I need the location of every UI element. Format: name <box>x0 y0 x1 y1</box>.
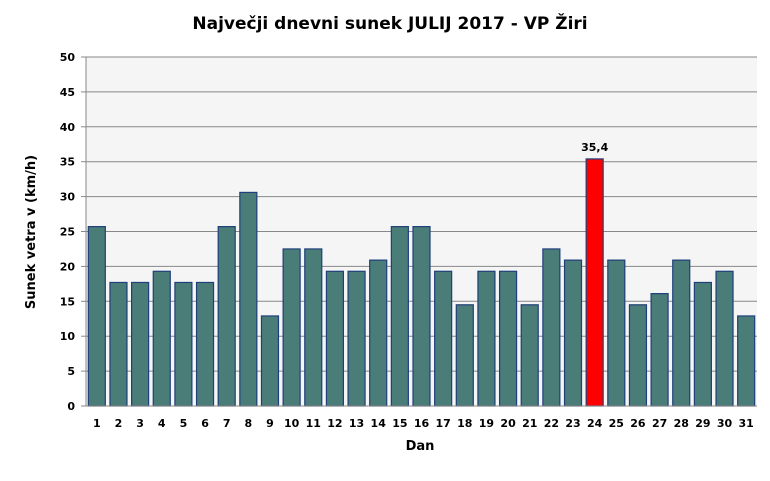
y-tick-label: 15 <box>60 295 75 308</box>
y-tick-label: 5 <box>67 365 75 378</box>
x-tick-label: 3 <box>136 417 144 430</box>
y-tick-label: 45 <box>60 86 75 99</box>
bar-day-6 <box>195 281 215 407</box>
x-tick-label: 30 <box>717 417 733 430</box>
x-tick-label: 5 <box>180 417 188 430</box>
y-tick-label: 35 <box>60 156 75 169</box>
x-tick-label: 20 <box>500 417 516 430</box>
x-tick-label: 17 <box>435 417 450 430</box>
bar-day-3 <box>131 281 150 407</box>
x-tick-label: 12 <box>327 417 342 430</box>
bar-day-16 <box>412 226 431 407</box>
bar-day-17 <box>434 270 453 407</box>
x-tick-label: 29 <box>695 417 710 430</box>
y-tick-label: 10 <box>60 330 76 343</box>
bar-day-26 <box>628 304 648 407</box>
bar-day-25 <box>607 259 626 407</box>
x-tick-label: 1 <box>93 417 101 430</box>
x-axis-label: Dan <box>406 439 435 454</box>
x-tick-label: 14 <box>371 417 387 430</box>
bar-day-15 <box>390 226 409 407</box>
x-tick-label: 15 <box>392 417 407 430</box>
x-tick-label: 13 <box>349 417 364 430</box>
bar-day-23 <box>563 259 583 407</box>
y-axis-label: Sunek vetra v (km/h) <box>24 155 39 309</box>
bar-day-2 <box>109 281 128 407</box>
chart-title: Največji dnevni sunek JULIJ 2017 - VP Ži… <box>192 12 587 34</box>
x-tick-label: 16 <box>414 417 430 430</box>
x-tick-label: 21 <box>522 417 537 430</box>
bar-day-7 <box>217 226 236 407</box>
x-tick-label: 6 <box>201 417 209 430</box>
bar-day-21 <box>520 304 539 407</box>
y-tick-label: 25 <box>60 226 75 239</box>
bar-day-1 <box>87 226 106 407</box>
bar-day-22 <box>542 248 561 407</box>
x-tick-label: 23 <box>565 417 580 430</box>
x-tick-label: 28 <box>674 417 689 430</box>
x-tick-label: 8 <box>245 417 253 430</box>
x-tick-label: 26 <box>630 417 646 430</box>
x-tick-label: 10 <box>284 417 300 430</box>
x-tick-label: 18 <box>457 417 472 430</box>
bar-day-18 <box>455 304 474 407</box>
y-tick-label: 20 <box>60 260 76 273</box>
x-tick-label: 27 <box>652 417 667 430</box>
bar-day-20 <box>498 270 518 407</box>
bar-day-14 <box>369 259 388 407</box>
bar-day-10 <box>282 248 301 407</box>
x-tick-label: 2 <box>115 417 123 430</box>
x-tick-label: 7 <box>223 417 231 430</box>
x-tick-label: 31 <box>739 417 754 430</box>
y-tick-label: 0 <box>67 400 75 413</box>
x-tick-label: 11 <box>306 417 321 430</box>
bar-day-12 <box>325 270 345 407</box>
x-tick-label: 25 <box>609 417 624 430</box>
bar-day-29 <box>693 281 712 407</box>
bar-day-8 <box>239 191 258 407</box>
bar-day-9 <box>260 315 280 407</box>
x-tick-label: 19 <box>479 417 494 430</box>
bar-day-30 <box>715 270 734 407</box>
bar-day-5 <box>174 281 193 407</box>
y-tick-label: 30 <box>60 191 76 204</box>
bar-day-24 <box>585 158 604 407</box>
bar-day-28 <box>672 259 691 407</box>
bar-day-4 <box>152 270 171 407</box>
bar-day-11 <box>304 248 323 407</box>
x-tick-label: 4 <box>158 417 166 430</box>
y-tick-label: 50 <box>60 51 76 64</box>
x-tick-label: 9 <box>266 417 274 430</box>
data-label-max: 35,4 <box>581 141 608 154</box>
bar-day-27 <box>650 293 669 407</box>
x-tick-label: 24 <box>587 417 603 430</box>
bar-day-19 <box>477 270 496 407</box>
bar-day-13 <box>347 270 366 407</box>
bar-day-31 <box>737 315 756 407</box>
x-tick-label: 22 <box>544 417 559 430</box>
y-tick-label: 40 <box>60 121 76 134</box>
